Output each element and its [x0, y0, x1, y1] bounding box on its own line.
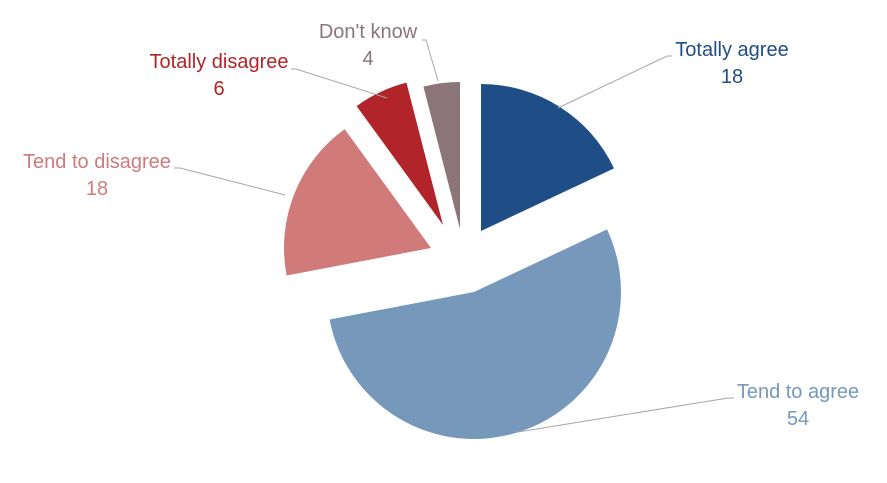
leader-line-tend-to-agree — [517, 397, 734, 433]
slice-label-totally-disagree: Totally disagree — [150, 51, 289, 73]
leader-line-totally-agree — [557, 55, 672, 109]
slice-label-totally-agree: Totally agree — [675, 39, 788, 61]
slice-value-totally-agree: 18 — [721, 66, 743, 88]
pie-slice-tend-to-agree — [329, 229, 621, 439]
leader-line-totally-disagree — [291, 68, 388, 99]
pie-slice-dont-know — [423, 82, 460, 229]
slice-value-totally-disagree: 6 — [213, 78, 224, 100]
pie-slice-tend-to-disagree — [283, 129, 431, 276]
pie-slice-totally-agree — [481, 83, 615, 231]
slice-value-tend-to-agree: 54 — [787, 408, 809, 430]
pie-slice-totally-disagree — [356, 82, 443, 226]
leader-lines — [174, 39, 734, 433]
slice-value-tend-to-disagree: 18 — [86, 178, 108, 200]
leader-line-dont-know — [422, 39, 439, 82]
pie-slices — [283, 82, 621, 439]
slice-label-tend-to-disagree: Tend to disagree — [23, 151, 171, 173]
slice-label-dont-know: Don't know — [319, 21, 418, 43]
slice-label-tend-to-agree: Tend to agree — [737, 381, 859, 403]
leader-line-tend-to-disagree — [174, 167, 286, 196]
slice-value-dont-know: 4 — [362, 48, 373, 70]
